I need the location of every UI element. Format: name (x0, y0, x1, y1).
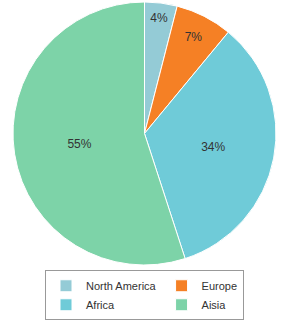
svg-text:Africa: Africa (86, 299, 115, 311)
svg-text:4%: 4% (150, 11, 168, 25)
svg-text:34%: 34% (201, 140, 225, 154)
svg-text:Europe: Europe (202, 280, 237, 292)
svg-text:North America: North America (86, 280, 157, 292)
svg-text:55%: 55% (67, 137, 91, 151)
svg-text:7%: 7% (185, 30, 203, 44)
svg-text:Aisia: Aisia (202, 299, 227, 311)
